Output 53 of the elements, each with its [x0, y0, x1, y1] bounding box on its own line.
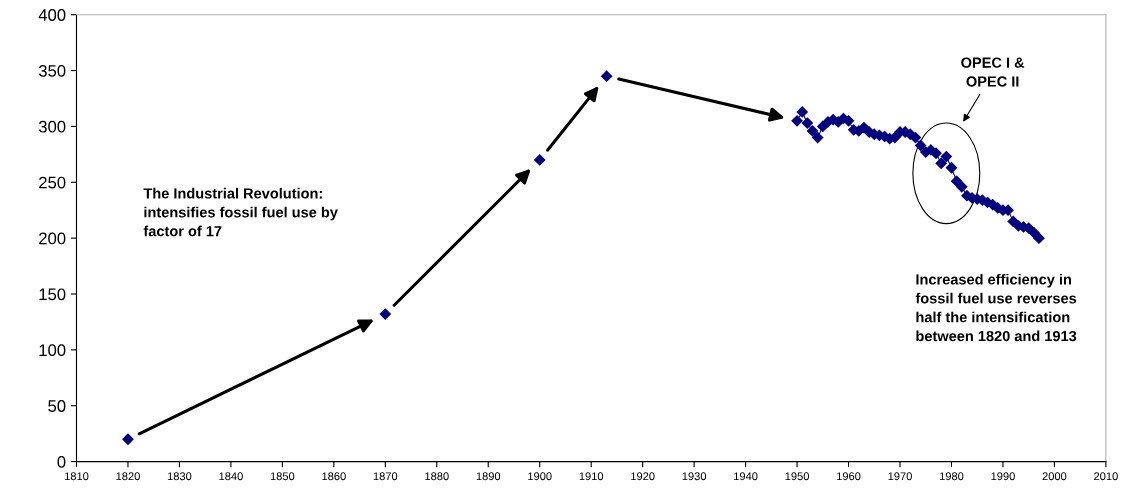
point	[379, 308, 391, 320]
y-tick-label: 0	[57, 455, 66, 468]
y-tick-label: 200	[39, 232, 66, 245]
x-tick-label: 1900	[528, 472, 552, 481]
x-tick-label: 1950	[785, 472, 809, 481]
point	[935, 157, 947, 169]
x-tick-label: 1930	[682, 472, 707, 481]
point	[930, 147, 942, 159]
point	[601, 70, 613, 82]
point	[791, 115, 803, 127]
point	[1033, 232, 1045, 244]
point	[945, 162, 958, 174]
x-tick-label: 1910	[579, 472, 604, 481]
point	[801, 117, 813, 129]
point	[914, 139, 927, 152]
point	[534, 154, 546, 166]
x-tick-label: 1850	[270, 472, 295, 481]
point	[122, 433, 134, 445]
x-tick-label: 2000	[1042, 472, 1067, 481]
x-tick-label: 2010	[1094, 472, 1118, 481]
y-tick-label: 400	[38, 9, 66, 21]
point	[951, 175, 963, 187]
point	[812, 131, 824, 144]
x-tick-label: 1990	[991, 472, 1015, 481]
x-tick-label: 1890	[476, 472, 501, 481]
y-tick-label: 250	[39, 176, 66, 189]
point	[796, 106, 808, 118]
y-tick-label: 350	[38, 64, 66, 77]
x-tick-label: 1920	[631, 472, 655, 481]
point	[858, 121, 870, 134]
annotation: Increased efficiency in fossil fuel use reverses half the intensification between 1820 and 1913	[915, 273, 1077, 342]
x-tick-label: 1880	[425, 472, 449, 481]
x-tick-label: 1870	[373, 472, 398, 481]
y-tick-label: 300	[38, 120, 66, 133]
point	[1007, 215, 1019, 227]
x-tick-label: 1820	[116, 472, 140, 481]
x-tick-label: 1960	[837, 472, 861, 481]
y-tick-label: 50	[48, 400, 66, 412]
annotation: The Industrial Revolution: intensifies fossil fuel use by factor of 17	[143, 187, 338, 237]
y-tick-label: 100	[39, 344, 66, 357]
x-tick-label: 1860	[322, 472, 346, 481]
x-tick-label: 1810	[64, 472, 89, 481]
x-tick-label: 1840	[219, 472, 243, 481]
point	[940, 150, 952, 163]
x-tick-label: 1980	[939, 472, 964, 481]
x-tick-label: 1940	[734, 472, 758, 481]
x-tick-label: 1970	[888, 472, 912, 481]
point	[956, 181, 968, 193]
point	[806, 125, 819, 137]
x-tick-label: 1830	[167, 472, 192, 481]
annotation: OPEC I & OPEC II	[961, 57, 1025, 87]
point	[1028, 226, 1040, 239]
y-tick-label: 150	[39, 288, 66, 301]
